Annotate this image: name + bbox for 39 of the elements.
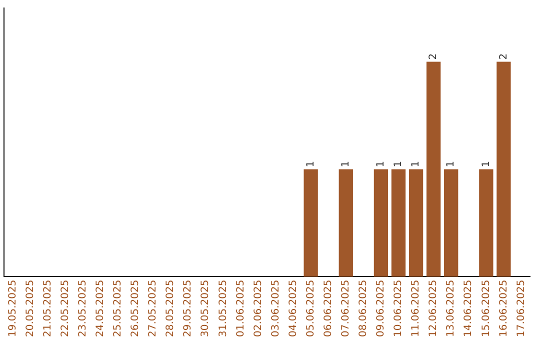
x-tick-label: 19.05.2025 [7,280,18,338]
x-tick-label: 21.05.2025 [42,280,54,338]
data-label: 1 [480,160,492,168]
x-tick-label: 31.05.2025 [218,280,229,338]
x-tick-label: 28.05.2025 [165,280,176,338]
x-tick-label: 16.06.2025 [498,280,510,338]
x-tick-label: 20.05.2025 [24,280,36,338]
x-tick-label: 27.05.2025 [148,280,159,338]
data-label: 1 [393,160,404,168]
x-tick-label: 04.06.2025 [288,280,299,338]
x-tick-label: 24.05.2025 [95,280,106,338]
data-label: 2 [428,53,440,60]
x-tick-label: 13.06.2025 [446,280,457,338]
x-tick-label: 25.05.2025 [112,280,124,338]
x-tick-label: 17.06.2025 [516,280,527,338]
data-label: 1 [376,160,387,168]
data-label: 1 [305,160,316,168]
x-tick-label: 10.06.2025 [393,280,404,338]
data-label: 1 [446,160,457,168]
x-tick-label: 23.05.2025 [77,280,88,338]
x-tick-label: 22.05.2025 [60,280,71,338]
x-tick-label: 15.06.2025 [480,280,492,338]
x-tick-label: 03.06.2025 [270,280,282,338]
x-tick-label: 11.06.2025 [410,280,422,338]
x-tick-label: 09.06.2025 [376,280,387,338]
x-tick-label: 07.06.2025 [340,280,352,338]
x-tick-label: 30.05.2025 [200,280,212,338]
x-tick-label: 29.05.2025 [182,280,194,338]
x-tick-label: 05.06.2025 [305,280,316,338]
data-label: 1 [410,160,422,168]
x-tick-label: 26.05.2025 [130,280,142,338]
x-tick-label: 01.06.2025 [235,280,246,338]
x-tick-label: 14.06.2025 [463,280,474,338]
x-tick-label: 12.06.2025 [428,280,440,338]
x-tick-label: 08.06.2025 [358,280,370,338]
data-label: 2 [498,53,510,60]
data-label: 1 [340,160,352,168]
x-tick-label: 06.06.2025 [322,280,334,338]
x-tick-label: 02.06.2025 [252,280,264,338]
